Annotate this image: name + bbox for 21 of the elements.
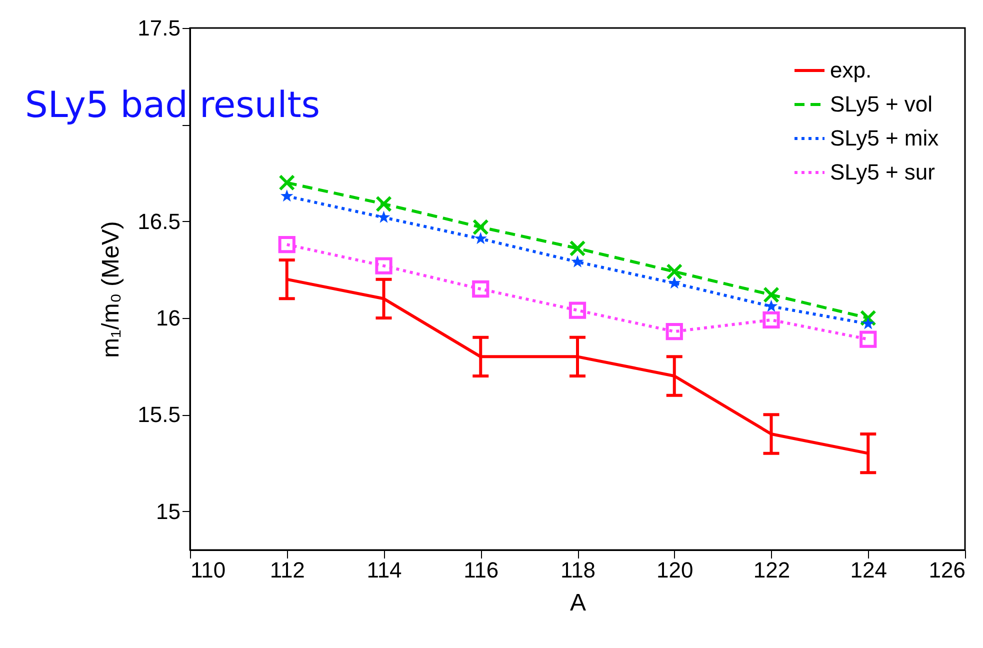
x-axis-title: A	[570, 590, 586, 616]
x-tick-label: 126	[928, 558, 966, 582]
x-tick-label: 124	[850, 558, 887, 582]
x-tick-label: 114	[366, 558, 402, 582]
legend-label: SLy5 + mix	[830, 126, 939, 150]
legend-label: SLy5 + vol	[830, 92, 933, 116]
x-tick-label: 116	[464, 558, 499, 582]
y-axis-title: m₁/m₀ (MeV)	[98, 221, 125, 358]
x-tick-label: 110	[190, 558, 226, 582]
y-tick-label: 15	[156, 498, 180, 524]
x-tick-label: 122	[753, 558, 790, 582]
y-tick-label: 16	[156, 306, 180, 330]
annotation: SLy5 bad results	[25, 85, 320, 126]
y-tick-label: 17.5	[138, 16, 180, 40]
x-tick-label: 118	[560, 558, 596, 582]
y-tick-label: 16.5	[138, 208, 180, 234]
x-tick-label: 120	[656, 558, 694, 582]
y-tick-label: 15.5	[138, 402, 180, 428]
legend-label: SLy5 + sur	[830, 160, 935, 184]
x-tick-label: 112	[270, 558, 305, 582]
legend-label: exp.	[830, 58, 872, 82]
